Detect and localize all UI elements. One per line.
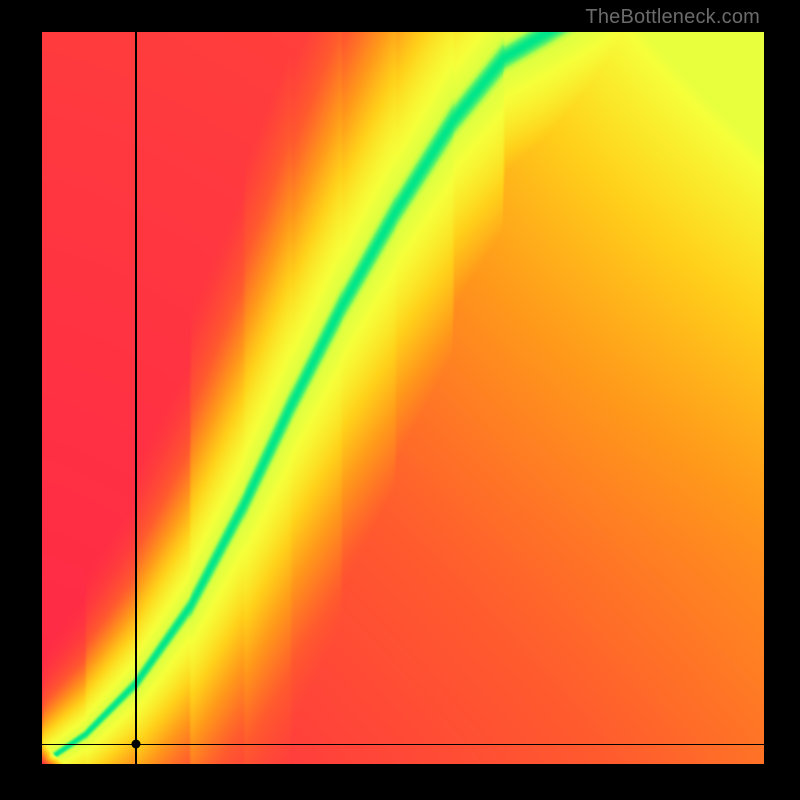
crosshair-vertical-line xyxy=(135,32,136,764)
crosshair-marker-dot xyxy=(131,740,140,749)
heatmap-plot-area xyxy=(42,32,764,764)
watermark-text: TheBottleneck.com xyxy=(585,6,760,29)
crosshair-horizontal-line xyxy=(42,744,764,745)
heatmap-canvas xyxy=(42,32,764,764)
